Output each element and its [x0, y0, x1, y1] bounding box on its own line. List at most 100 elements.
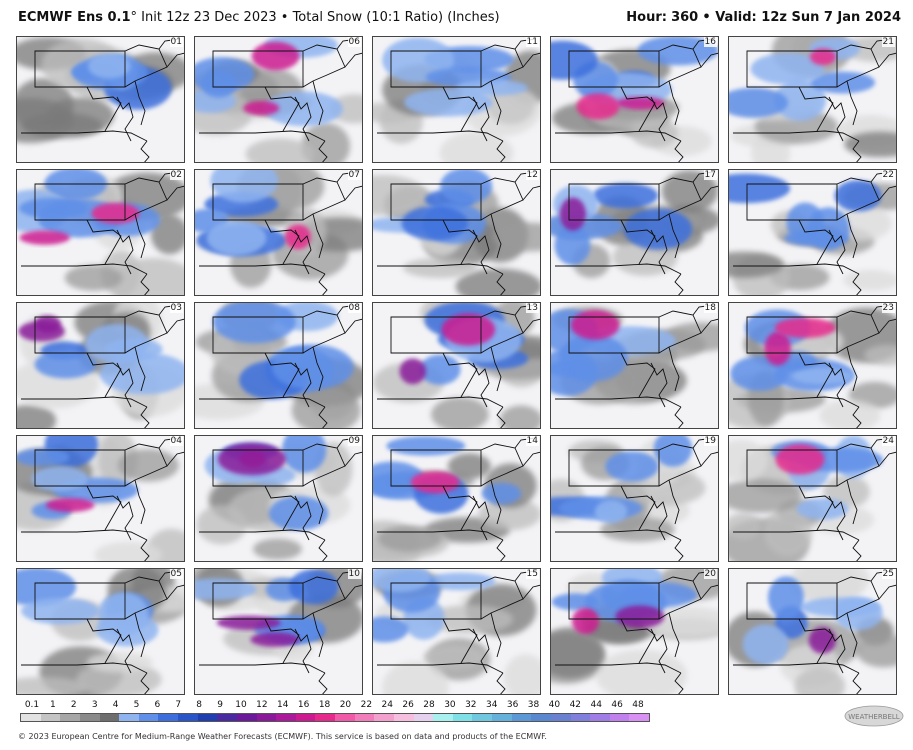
snowfall-map [17, 37, 184, 162]
scale-swatch [354, 714, 375, 721]
scale-tick-label: 30 [444, 700, 456, 710]
snowfall-map [551, 436, 718, 561]
snowfall-map [17, 569, 184, 694]
ensemble-member-panel: 20 [550, 568, 719, 695]
scale-swatch [236, 714, 257, 721]
scale-swatch [79, 714, 100, 721]
member-number: 13 [525, 303, 539, 313]
member-number: 21 [881, 37, 895, 47]
member-number: 02 [169, 170, 183, 180]
scale-tick-label: 36 [506, 700, 519, 710]
scale-tick-label: 42 [569, 700, 582, 710]
scale-tick-label: 5 [133, 700, 140, 710]
scale-tick-label: 28 [423, 700, 435, 710]
scale-tick-label: 46 [611, 700, 623, 710]
member-number: 25 [881, 569, 895, 579]
snowfall-map [195, 303, 362, 428]
snowfall-map [729, 436, 896, 561]
member-number: 14 [525, 436, 539, 446]
ensemble-member-panel: 13 [372, 302, 541, 429]
snowfall-map [551, 170, 718, 295]
scale-tick-label: 9 [217, 700, 223, 710]
scale-tick-label: 10 [235, 700, 247, 710]
scale-swatch [138, 714, 159, 721]
snowfall-map [373, 170, 540, 295]
ensemble-member-panel: 14 [372, 435, 541, 562]
scale-swatch [609, 714, 630, 721]
member-number: 20 [703, 569, 717, 579]
ensemble-member-panel: 22 [728, 169, 897, 296]
ensemble-member-panel: 07 [194, 169, 363, 296]
ensemble-member-panel: 16 [550, 36, 719, 163]
map-subtitle: Init 12z 23 Dec 2023 • Total Snow (10:1 … [141, 10, 500, 25]
scale-tick-label: 18 [318, 700, 331, 710]
scale-tick-label: 16 [297, 700, 310, 710]
member-number: 01 [169, 37, 183, 47]
scale-swatch [40, 714, 61, 721]
snowfall-map [551, 569, 718, 694]
ensemble-member-panel: 17 [550, 169, 719, 296]
member-number: 07 [347, 170, 361, 180]
ensemble-member-panel: 11 [372, 36, 541, 163]
snowfall-map [195, 37, 362, 162]
weatherbell-logo: WEATHERBELL [843, 704, 905, 728]
valid-time: Hour: 360 • Valid: 12z Sun 7 Jan 2024 [626, 10, 901, 25]
scale-swatch [550, 714, 571, 721]
scale-swatch [197, 714, 218, 721]
snowfall-map [17, 303, 184, 428]
snowfall-map [373, 569, 540, 694]
ensemble-member-panel: 12 [372, 169, 541, 296]
scale-tick-label: 0.1 [24, 700, 40, 710]
scale-tick-label: 26 [402, 700, 414, 710]
snowfall-map [373, 436, 540, 561]
scale-tick-label: 22 [360, 700, 373, 710]
snowfall-map [195, 170, 362, 295]
member-number: 12 [525, 170, 539, 180]
scale-swatch [158, 714, 178, 721]
member-number: 19 [703, 436, 717, 446]
scale-tick-label: 20 [339, 700, 352, 710]
ensemble-member-panel: 23 [728, 302, 897, 429]
scale-swatch [492, 714, 512, 721]
scale-swatch [217, 714, 237, 721]
snowfall-map [373, 303, 540, 428]
member-number: 03 [169, 303, 183, 313]
scale-swatch [21, 714, 41, 721]
scale-tick-label: 48 [632, 700, 644, 710]
ensemble-member-panel: 18 [550, 302, 719, 429]
scale-tick-label: 38 [527, 700, 540, 710]
scale-swatch [335, 714, 355, 721]
snowfall-map [373, 37, 540, 162]
scale-swatch [511, 714, 532, 721]
scale-swatch [276, 714, 296, 721]
scale-swatch [531, 714, 551, 721]
member-number: 05 [169, 569, 183, 579]
member-number: 18 [703, 303, 717, 313]
scale-tick-label: 24 [381, 700, 393, 710]
member-number: 23 [881, 303, 895, 313]
member-number: 09 [347, 436, 361, 446]
scale-swatch [413, 714, 434, 721]
color-scale: 0.1 1 2 3 4 5 6 7 8 9 10 12 14 16 18 20 22 24 26 28 30 32 34 36… [20, 700, 650, 726]
snowfall-map [551, 303, 718, 428]
snowfall-map [195, 569, 362, 694]
scale-tick-label: 4 [112, 700, 119, 710]
ensemble-member-panel: 04 [16, 435, 185, 562]
scale-tick-label: 6 [154, 700, 161, 710]
valid-text: • Valid: 12z Sun 7 Jan 2024 [702, 10, 901, 25]
map-title: ECMWF Ens 0.1° Init 12z 23 Dec 2023 • To… [18, 10, 500, 25]
member-number: 06 [347, 37, 361, 47]
member-number: 11 [525, 37, 539, 47]
snowfall-map [729, 37, 896, 162]
ensemble-member-panel: 15 [372, 568, 541, 695]
scale-swatch [452, 714, 473, 721]
snowfall-map [729, 303, 896, 428]
hour-label: Hour: [626, 10, 667, 25]
snowfall-map [729, 569, 896, 694]
snowfall-map [17, 170, 184, 295]
ensemble-member-panel: 01 [16, 36, 185, 163]
scale-tick-label: 8 [196, 700, 203, 710]
ensemble-member-panel: 09 [194, 435, 363, 562]
scale-swatch [315, 714, 335, 721]
scale-bar [20, 713, 650, 722]
